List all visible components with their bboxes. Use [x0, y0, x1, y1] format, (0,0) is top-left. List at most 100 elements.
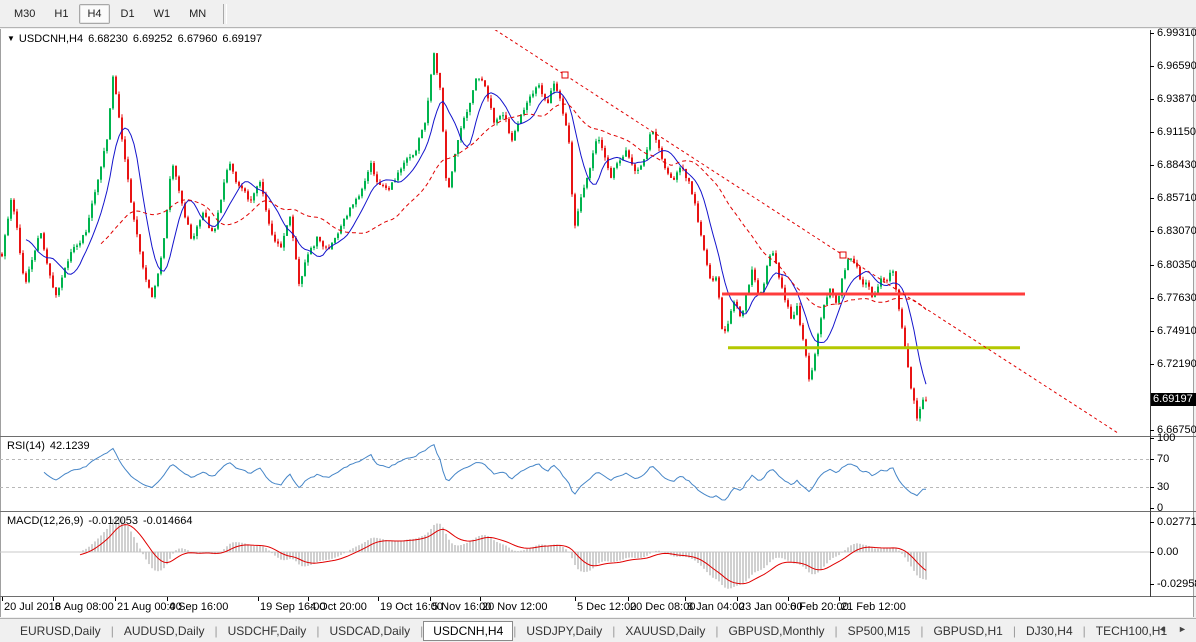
symbol-tab-USDCNH-H4[interactable]: USDCNH,H4 [423, 620, 514, 641]
macd-signal-line [79, 524, 927, 585]
rsi-indicator-pane[interactable] [0, 437, 1150, 511]
tab-separator: | [513, 623, 517, 638]
current-price-badge: 6.69197 [1151, 393, 1196, 406]
timeframe-button-D1[interactable]: D1 [120, 7, 135, 20]
time-axis-tick [737, 597, 738, 601]
trendline-handle[interactable] [561, 71, 569, 79]
timeframe-button-H4[interactable]: H4 [79, 3, 110, 24]
price-axis-label: 6.66750 [1157, 424, 1196, 436]
timeframe-button-H1[interactable]: H1 [54, 7, 69, 20]
price-axis-tick [1150, 198, 1154, 199]
time-axis-label: 20 Jul 2018 [4, 601, 61, 613]
candles [1, 52, 927, 422]
timeframe-button-W1[interactable]: W1 [153, 7, 171, 20]
symbol-dropdown-icon[interactable]: ▼ [7, 34, 15, 43]
tab-separator: | [715, 623, 719, 638]
time-axis-label: 21 Feb 12:00 [841, 601, 906, 613]
time-axis-tick [308, 597, 309, 601]
time-axis-tick [167, 597, 168, 601]
tab-separator: | [420, 623, 424, 638]
price-axis-tick [1150, 364, 1154, 365]
rsi-axis-label: 100 [1157, 432, 1176, 444]
price-axis-border [1150, 30, 1151, 597]
macd-axis-tick [1150, 552, 1154, 553]
price-axis-tick [1150, 165, 1154, 166]
rsi-pane-label: RSI(14) 42.1239 [7, 440, 95, 452]
open-value: 6.68230 [88, 33, 128, 45]
time-axis-label: 20 Nov 12:00 [482, 601, 548, 613]
symbol-tab-AUDUSD-Daily[interactable]: AUDUSD,Daily [123, 623, 205, 638]
rsi-line [43, 444, 927, 501]
pane-separator-rsi[interactable] [0, 436, 1196, 437]
symbol-tab-DJ30-H4[interactable]: DJ30,H4 [1025, 623, 1073, 638]
rsi-axis-tick [1150, 487, 1154, 488]
time-axis-label: 23 Jan 00:00 [739, 601, 803, 613]
time-axis-label: 21 Aug 00:00 [117, 601, 182, 613]
macd-axis-label: 0.027717 [1157, 516, 1196, 528]
time-axis-tick [839, 597, 840, 601]
rsi-axis-label: 0 [1157, 502, 1164, 514]
time-axis-label: 4 Oct 20:00 [310, 601, 367, 613]
toolbar-separator [223, 3, 228, 24]
price-axis-tick [1150, 298, 1154, 299]
ma-fast-line [25, 91, 927, 385]
symbol-tab-USDCHF-Daily[interactable]: USDCHF,Daily [227, 623, 307, 638]
rsi-label: RSI(14) [7, 440, 45, 452]
time-axis-label: 20 Dec 08:00 [630, 601, 696, 613]
price-axis-tick [1150, 430, 1154, 431]
time-axis-tick [575, 597, 576, 601]
timeframe-button-M30[interactable]: M30 [14, 7, 36, 20]
symbol-tab-GBPUSD-H1[interactable]: GBPUSD,H1 [933, 623, 1003, 638]
price-axis-label: 6.91150 [1157, 126, 1196, 138]
symbol-tab-USDCAD-Daily[interactable]: USDCAD,Daily [329, 623, 411, 638]
trendline-handle[interactable] [839, 251, 847, 259]
low-value: 6.67960 [177, 33, 218, 45]
price-axis-tick [1150, 132, 1154, 133]
price-axis-label: 6.72190 [1157, 358, 1196, 370]
symbol-name: USDCNH,H4 [18, 33, 84, 45]
macd-pane-label: MACD(12,26,9) -0.012053 -0.014664 [7, 515, 198, 527]
price-axis-label: 6.93870 [1157, 93, 1196, 105]
macd-indicator-pane[interactable] [0, 512, 1150, 596]
price-axis-tick [1150, 265, 1154, 266]
macd-signal-value: -0.014664 [142, 515, 193, 527]
price-axis-label: 6.88430 [1157, 159, 1196, 171]
chart-surface[interactable] [0, 29, 1194, 617]
descending-trendline[interactable] [494, 30, 1118, 433]
symbol-tab-GBPUSD-Monthly[interactable]: GBPUSD,Monthly [728, 623, 825, 638]
tab-separator: | [834, 623, 838, 638]
timeframe-toolbar: M30 H1 H4 D1 W1 MN [0, 0, 1196, 28]
tab-separator: | [920, 623, 924, 638]
tab-scroll-right-button[interactable]: ► [1178, 624, 1187, 634]
timeframe-button-MN[interactable]: MN [189, 7, 207, 20]
time-axis-tick [378, 597, 379, 601]
time-axis-tick [628, 597, 629, 601]
symbol-tab-TECH100-H1[interactable]: TECH100,H1 [1095, 623, 1168, 638]
rsi-axis-label: 30 [1157, 481, 1170, 493]
time-axis-label: 19 Oct 16:00 [380, 601, 443, 613]
tab-scroll-left-button[interactable]: ◄ [1158, 624, 1167, 634]
tab-separator: | [110, 623, 114, 638]
time-axis-label: 8 Jan 04:00 [687, 601, 745, 613]
time-axis-tick [53, 597, 54, 601]
pane-separator-macd[interactable] [0, 511, 1196, 512]
close-value: 6.69197 [222, 33, 263, 45]
macd-label: MACD(12,26,9) [7, 515, 84, 527]
price-axis-label: 6.80350 [1157, 259, 1196, 271]
symbol-tab-XAUUSD-Daily[interactable]: XAUUSD,Daily [625, 623, 706, 638]
main-price-chart[interactable] [0, 30, 1150, 437]
rsi-axis-label: 70 [1157, 453, 1170, 465]
macd-axis-tick [1150, 584, 1154, 585]
rsi-axis-tick [1150, 438, 1154, 439]
time-axis-tick [430, 597, 431, 601]
symbol-tab-SP500-M15[interactable]: SP500,M15 [847, 623, 911, 638]
symbol-tab-USDJPY-Daily[interactable]: USDJPY,Daily [526, 623, 603, 638]
macd-axis-tick [1150, 522, 1154, 523]
pane-separator-timeaxis [0, 596, 1196, 597]
time-axis-tick [480, 597, 481, 601]
macd-value: -0.012053 [88, 515, 138, 527]
macd-axis-label: -0.029582 [1157, 578, 1196, 590]
time-axis-tick [2, 597, 3, 601]
symbol-tab-EURUSD-Daily[interactable]: EURUSD,Daily [20, 623, 101, 638]
